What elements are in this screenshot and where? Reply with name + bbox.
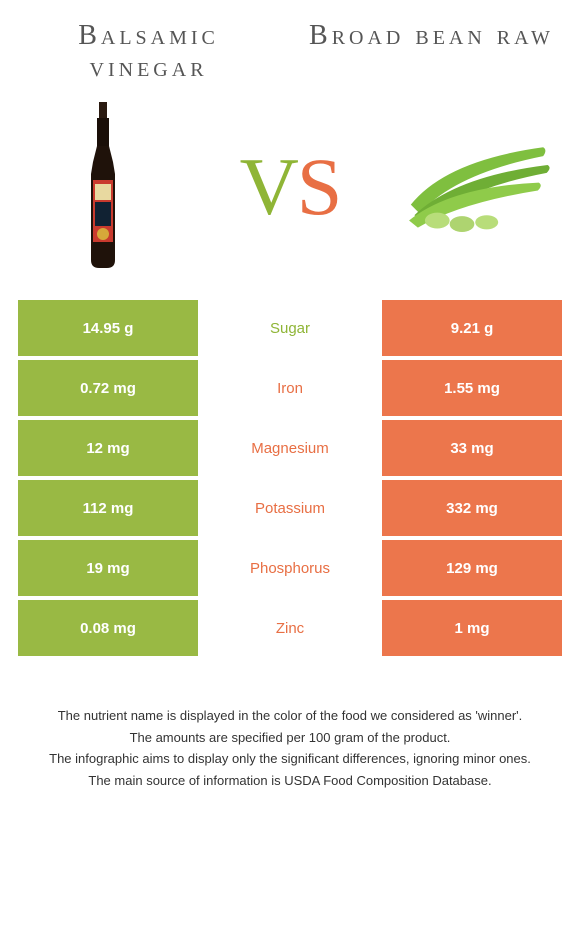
right-image [402, 102, 552, 272]
table-row: 12 mg Magnesium 33 mg [18, 420, 562, 476]
right-value: 1.55 mg [382, 360, 562, 416]
left-value: 14.95 g [18, 300, 198, 356]
left-value: 19 mg [18, 540, 198, 596]
infographic-container: Balsamic vinegar Broad bean raw VS [0, 0, 580, 812]
right-value: 332 mg [382, 480, 562, 536]
footer-line: The infographic aims to display only the… [22, 749, 558, 769]
footer-line: The nutrient name is displayed in the co… [22, 706, 558, 726]
nutrient-name: Zinc [198, 600, 382, 656]
left-title: Balsamic vinegar [18, 20, 279, 84]
beans-icon [402, 127, 552, 247]
right-value: 33 mg [382, 420, 562, 476]
bottle-icon [73, 102, 133, 272]
left-value: 0.08 mg [18, 600, 198, 656]
table-row: 0.08 mg Zinc 1 mg [18, 600, 562, 656]
left-value: 12 mg [18, 420, 198, 476]
table-row: 19 mg Phosphorus 129 mg [18, 540, 562, 596]
nutrient-name: Magnesium [198, 420, 382, 476]
right-value: 9.21 g [382, 300, 562, 356]
footer-line: The amounts are specified per 100 gram o… [22, 728, 558, 748]
left-image [28, 102, 178, 272]
table-row: 0.72 mg Iron 1.55 mg [18, 360, 562, 416]
nutrient-name: Iron [198, 360, 382, 416]
vs-v: V [240, 141, 297, 232]
vs-label: VS [240, 140, 341, 234]
right-value: 1 mg [382, 600, 562, 656]
right-value: 129 mg [382, 540, 562, 596]
left-value: 112 mg [18, 480, 198, 536]
table-row: 112 mg Potassium 332 mg [18, 480, 562, 536]
table-row: 14.95 g Sugar 9.21 g [18, 300, 562, 356]
vs-s: S [297, 141, 341, 232]
footer-notes: The nutrient name is displayed in the co… [18, 706, 562, 790]
nutrient-table: 14.95 g Sugar 9.21 g 0.72 mg Iron 1.55 m… [18, 300, 562, 656]
nutrient-name: Sugar [198, 300, 382, 356]
right-title: Broad bean raw [301, 20, 562, 84]
nutrient-name: Phosphorus [198, 540, 382, 596]
nutrient-name: Potassium [198, 480, 382, 536]
footer-line: The main source of information is USDA F… [22, 771, 558, 791]
left-value: 0.72 mg [18, 360, 198, 416]
titles-row: Balsamic vinegar Broad bean raw [18, 20, 562, 84]
images-row: VS [18, 102, 562, 272]
